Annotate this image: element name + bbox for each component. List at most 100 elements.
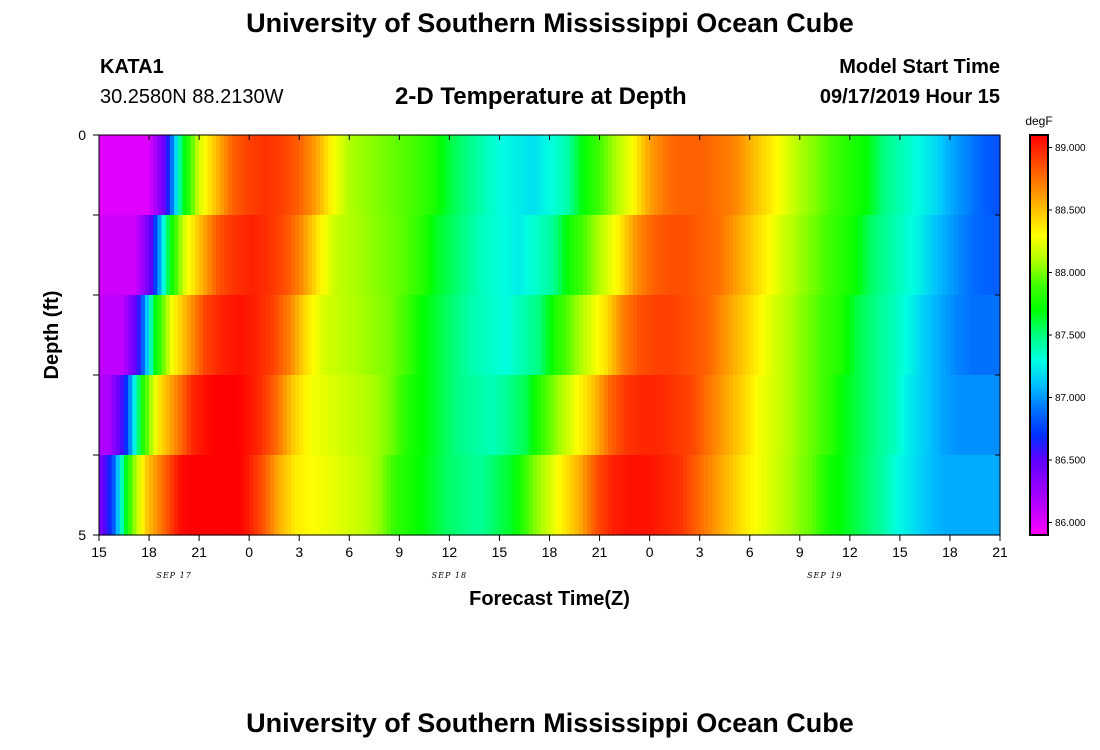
heatmap-cell: [808, 455, 813, 536]
heatmap-cell: [979, 375, 984, 456]
heatmap-cell: [574, 375, 580, 456]
heatmap-cell: [574, 295, 580, 376]
heatmap-cell: [908, 375, 913, 456]
heatmap-cell: [265, 135, 271, 216]
heatmap-cell: [749, 135, 755, 216]
heatmap-cell: [136, 455, 142, 536]
heatmap-cell: [816, 375, 822, 456]
heatmap-cell: [657, 295, 663, 376]
heatmap-cell: [370, 215, 375, 296]
heatmap-cell: [441, 455, 446, 536]
heatmap-cell: [303, 135, 309, 216]
heatmap-cell: [603, 135, 609, 216]
heatmap-cell: [311, 455, 317, 536]
heatmap-cell: [979, 455, 984, 536]
heatmap-cell: [536, 215, 542, 296]
heatmap-cell: [365, 135, 371, 216]
x-tick-label: 9: [395, 544, 403, 560]
heatmap-cell: [657, 455, 663, 536]
heatmap-cell: [119, 135, 125, 216]
heatmap-cell: [612, 135, 617, 216]
heatmap-cell: [958, 215, 964, 296]
heatmap-cell: [607, 135, 613, 216]
heatmap-cell: [345, 455, 350, 536]
heatmap-cell: [432, 135, 438, 216]
heatmap-cell: [682, 455, 688, 536]
heatmap-cell: [828, 455, 834, 536]
heatmap-cell: [499, 375, 505, 456]
x-tick-label: 15: [892, 544, 908, 560]
heatmap-cell: [787, 215, 793, 296]
heatmap-cell: [449, 295, 455, 376]
heatmap-cell: [491, 135, 496, 216]
heatmap-cell: [524, 375, 530, 456]
heatmap-cell: [553, 375, 559, 456]
heatmap-cell: [311, 295, 317, 376]
heatmap-cell: [461, 135, 467, 216]
heatmap-cell: [219, 375, 225, 456]
heatmap-cell: [470, 215, 476, 296]
heatmap-cell: [228, 215, 234, 296]
heatmap-cell: [724, 215, 730, 296]
heatmap-cell: [958, 375, 964, 456]
heatmap-cell: [449, 455, 455, 536]
heatmap-cell: [207, 295, 213, 376]
heatmap-cell: [386, 455, 392, 536]
heatmap-cell: [833, 215, 838, 296]
heatmap-cell: [762, 375, 768, 456]
heatmap-cell: [983, 375, 989, 456]
heatmap-cell: [149, 295, 154, 376]
heatmap-cell: [257, 135, 263, 216]
heatmap-cell: [420, 455, 425, 536]
heatmap-cell: [328, 215, 334, 296]
heatmap-cell: [666, 295, 672, 376]
heatmap-cell: [382, 455, 388, 536]
heatmap-cell: [595, 135, 601, 216]
heatmap-cell: [983, 295, 989, 376]
heatmap-cell: [949, 135, 955, 216]
heatmap-cell: [282, 295, 288, 376]
heatmap-cell: [666, 215, 672, 296]
heatmap-cell: [562, 135, 567, 216]
heatmap-cell: [678, 215, 684, 296]
heatmap-cell: [424, 375, 430, 456]
heatmap-cell: [541, 455, 546, 536]
heatmap-cell: [274, 295, 279, 376]
heatmap-cell: [149, 135, 154, 216]
heatmap-cell: [124, 455, 129, 536]
heatmap-cell: [833, 455, 838, 536]
heatmap-cell: [987, 215, 993, 296]
heatmap-cell: [128, 135, 133, 216]
heatmap-cell: [737, 375, 742, 456]
heatmap-cell: [140, 215, 146, 296]
heatmap-cell: [620, 375, 626, 456]
heatmap-cell: [808, 215, 813, 296]
heatmap-cell: [461, 295, 467, 376]
heatmap-cell: [445, 295, 450, 376]
heatmap-cell: [336, 455, 342, 536]
heatmap-cell: [762, 215, 768, 296]
heatmap-cell: [562, 295, 567, 376]
heatmap-cell: [207, 135, 213, 216]
heatmap-cell: [236, 295, 242, 376]
heatmap-cell: [628, 215, 634, 296]
heatmap-cell: [503, 215, 509, 296]
heatmap-cell: [649, 215, 655, 296]
heatmap-cell: [357, 455, 363, 536]
heatmap-cell: [958, 455, 964, 536]
heatmap-cell: [870, 215, 876, 296]
heatmap-cell: [282, 455, 288, 536]
y-axis: 05: [78, 127, 1000, 543]
heatmap-cell: [607, 295, 613, 376]
heatmap-cell: [862, 135, 868, 216]
heatmap-cell: [541, 215, 546, 296]
heatmap-cell: [124, 375, 129, 456]
heatmap-cell: [649, 455, 655, 536]
heatmap-cell: [753, 455, 759, 536]
heatmap-cell: [595, 215, 601, 296]
heatmap-cell: [178, 375, 184, 456]
heatmap-cell: [232, 375, 238, 456]
heatmap-cell: [966, 455, 972, 536]
heatmap-cell: [954, 375, 959, 456]
heatmap-cell: [324, 375, 330, 456]
